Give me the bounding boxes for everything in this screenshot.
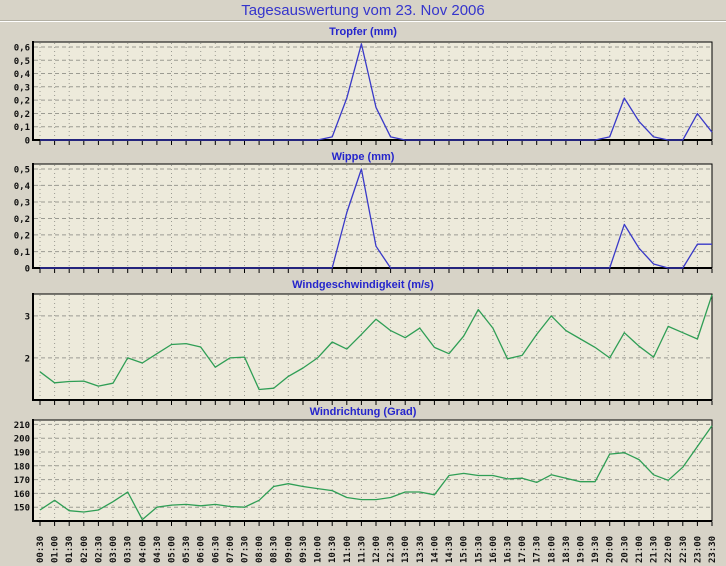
- chart-plot-windgeschwindigkeit: 32: [25, 293, 713, 405]
- chart-title-windgeschwindigkeit: Windgeschwindigkeit (m/s): [292, 279, 434, 291]
- svg-text:23:30: 23:30: [708, 536, 718, 563]
- svg-text:14:30: 14:30: [445, 536, 455, 563]
- svg-text:04:00: 04:00: [138, 536, 148, 563]
- svg-text:210: 210: [14, 421, 30, 431]
- svg-text:06:30: 06:30: [211, 536, 221, 563]
- svg-text:10:00: 10:00: [314, 536, 324, 563]
- svg-text:09:00: 09:00: [284, 536, 294, 563]
- svg-text:08:30: 08:30: [270, 536, 280, 563]
- svg-text:14:00: 14:00: [430, 536, 440, 563]
- svg-text:19:00: 19:00: [577, 536, 587, 563]
- chart-plot-tropfer: 0,6 0,5 0,4 0,3 0,2 0,2 0,1 0: [14, 41, 713, 147]
- svg-text:21:30: 21:30: [650, 536, 660, 563]
- chart-plot-wippe: 0,5 0,4 0,3 0,2 0,2 0,1 0: [14, 163, 713, 275]
- svg-text:02:00: 02:00: [80, 536, 90, 563]
- svg-text:06:00: 06:00: [197, 536, 207, 563]
- chart-title-tropfer: Tropfer (mm): [329, 26, 397, 38]
- svg-text:12:00: 12:00: [372, 536, 382, 563]
- svg-text:17:30: 17:30: [533, 536, 543, 563]
- svg-text:07:00: 07:00: [226, 536, 236, 563]
- chart-plot-windrichtung: 210 200 190 180 170 160 150 00:30 01:00 01:30 02:0…: [14, 419, 718, 563]
- svg-text:20:00: 20:00: [606, 536, 616, 563]
- title-divider: [0, 20, 726, 22]
- svg-text:09:30: 09:30: [299, 536, 309, 563]
- svg-text:200: 200: [14, 435, 30, 445]
- svg-text:03:30: 03:30: [124, 536, 134, 563]
- page-title: Tagesauswertung vom 23. Nov 2006: [241, 2, 485, 19]
- svg-text:11:00: 11:00: [343, 536, 353, 563]
- svg-text:18:00: 18:00: [547, 536, 557, 563]
- svg-text:2: 2: [25, 354, 30, 364]
- svg-text:0,4: 0,4: [14, 182, 31, 192]
- svg-text:150: 150: [14, 504, 30, 514]
- svg-text:19:30: 19:30: [591, 536, 601, 563]
- svg-text:0,3: 0,3: [14, 83, 30, 93]
- svg-text:03:00: 03:00: [109, 536, 119, 563]
- svg-text:05:00: 05:00: [168, 536, 178, 563]
- svg-text:22:30: 22:30: [679, 536, 689, 563]
- svg-text:3: 3: [25, 312, 30, 322]
- svg-text:04:30: 04:30: [153, 536, 163, 563]
- svg-text:0,2: 0,2: [14, 231, 30, 241]
- svg-text:02:30: 02:30: [94, 536, 104, 563]
- svg-text:170: 170: [14, 476, 30, 486]
- svg-text:18:30: 18:30: [562, 536, 572, 563]
- svg-text:0: 0: [25, 137, 30, 147]
- svg-text:00:30: 00:30: [36, 536, 46, 563]
- svg-text:180: 180: [14, 462, 30, 472]
- svg-text:01:30: 01:30: [65, 536, 75, 563]
- svg-text:17:00: 17:00: [518, 536, 528, 563]
- svg-text:190: 190: [14, 449, 30, 459]
- svg-text:15:30: 15:30: [474, 536, 484, 563]
- svg-text:23:00: 23:00: [693, 536, 703, 563]
- chart-title-windrichtung: Windrichtung (Grad): [309, 406, 417, 418]
- svg-text:160: 160: [14, 490, 30, 500]
- svg-text:0,2: 0,2: [14, 215, 30, 225]
- svg-text:16:00: 16:00: [489, 536, 499, 563]
- svg-text:0,4: 0,4: [14, 70, 31, 80]
- svg-text:12:30: 12:30: [387, 536, 397, 563]
- svg-text:0,2: 0,2: [14, 97, 30, 107]
- svg-text:0,6: 0,6: [14, 44, 30, 54]
- chart-title-wippe: Wippe (mm): [331, 151, 395, 163]
- svg-text:22:00: 22:00: [664, 536, 674, 563]
- svg-text:20:30: 20:30: [620, 536, 630, 563]
- svg-text:01:00: 01:00: [51, 536, 61, 563]
- svg-text:08:00: 08:00: [255, 536, 265, 563]
- svg-text:11:30: 11:30: [357, 536, 367, 563]
- svg-text:07:30: 07:30: [241, 536, 251, 563]
- svg-text:0,5: 0,5: [14, 57, 30, 67]
- svg-text:0: 0: [25, 265, 30, 275]
- svg-text:21:00: 21:00: [635, 536, 645, 563]
- svg-text:0,3: 0,3: [14, 199, 30, 209]
- svg-text:0,5: 0,5: [14, 166, 30, 176]
- svg-text:05:30: 05:30: [182, 536, 192, 563]
- svg-text:10:30: 10:30: [328, 536, 338, 563]
- svg-text:15:00: 15:00: [460, 536, 470, 563]
- svg-text:0,1: 0,1: [14, 248, 30, 258]
- svg-text:13:00: 13:00: [401, 536, 411, 563]
- svg-text:13:30: 13:30: [416, 536, 426, 563]
- svg-text:16:30: 16:30: [504, 536, 514, 563]
- svg-text:0,1: 0,1: [14, 123, 30, 133]
- svg-text:0,2: 0,2: [14, 110, 30, 120]
